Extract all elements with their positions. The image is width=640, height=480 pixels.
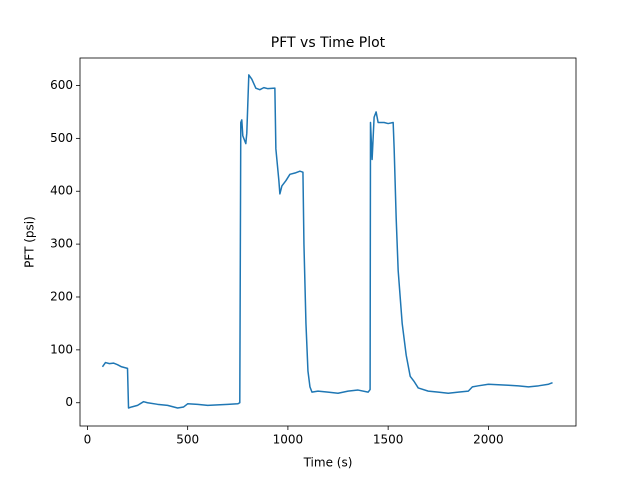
y-tick-label: 100 [50,342,73,356]
y-tick-label: 300 [50,237,73,251]
x-tick-label: 2000 [473,433,504,447]
y-axis-label: PFT (psi) [23,216,37,268]
axes-frame [79,57,577,427]
y-tick-label: 600 [50,78,73,92]
x-axis-label: Time (s) [303,456,353,470]
x-tick-label: 500 [176,433,199,447]
y-tick-label: 400 [50,184,73,198]
y-tick-label: 0 [65,395,73,409]
x-tick-label: 1500 [373,433,404,447]
y-tick-label: 200 [50,289,73,303]
data-line [101,74,553,409]
y-tick-label: 500 [50,131,73,145]
x-tick-label: 1000 [273,433,304,447]
x-tick-label: 0 [84,433,92,447]
chart-title: PFT vs Time Plot [271,35,386,51]
